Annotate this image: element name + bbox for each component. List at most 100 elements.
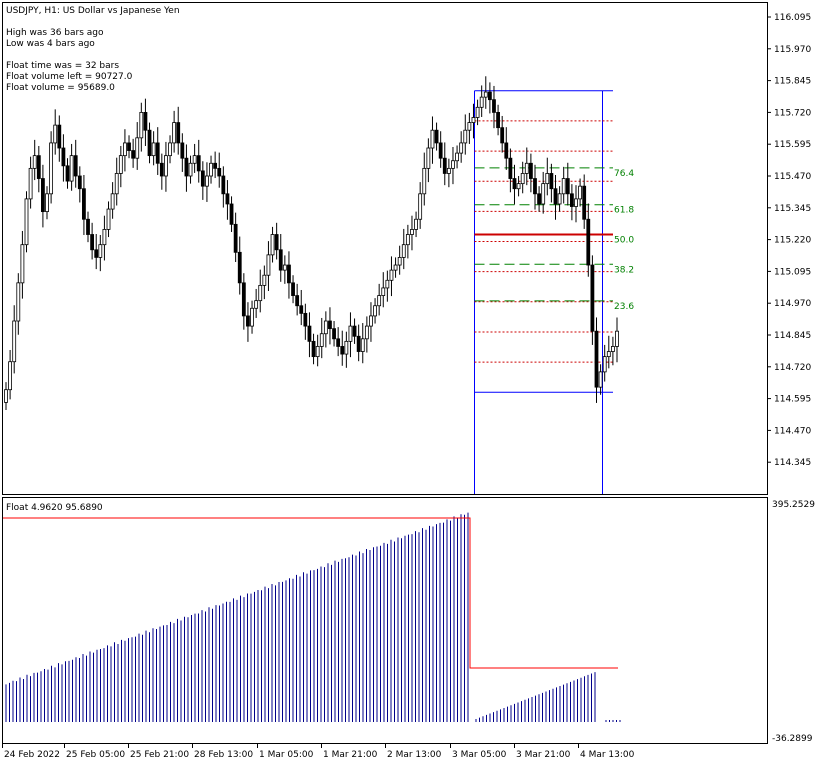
price-label: 114.595 <box>774 395 811 405</box>
candle-body <box>520 173 525 185</box>
price-label: 115.595 <box>774 140 811 150</box>
candle-body <box>274 234 279 251</box>
candle-body <box>45 193 49 213</box>
candle-body <box>147 129 152 157</box>
main-chart-frame <box>2 2 768 495</box>
candle-body <box>533 178 537 195</box>
price-label: 115.220 <box>774 236 811 246</box>
candle-body <box>475 106 480 118</box>
candle-body <box>323 320 328 335</box>
candle-body <box>356 335 361 352</box>
candle-body <box>20 244 25 284</box>
candle-body <box>602 356 607 373</box>
candle-body <box>221 175 226 195</box>
price-label: 115.720 <box>774 108 811 118</box>
candle-body <box>303 312 308 327</box>
candle-body <box>32 155 37 169</box>
candle-body <box>258 284 263 302</box>
candle-body <box>545 173 550 185</box>
candle-body <box>299 305 304 314</box>
candle-body <box>307 325 312 342</box>
candle-body <box>36 155 41 179</box>
price-label: 114.845 <box>774 331 811 341</box>
info-line: Float volume left = 90727.0 <box>6 72 133 82</box>
candle-body <box>246 315 250 327</box>
candle-body <box>373 305 377 317</box>
candle-body <box>463 129 468 144</box>
candle-body <box>278 249 283 271</box>
candle-body <box>53 124 58 144</box>
float-line <box>3 517 618 669</box>
candle-body <box>237 251 242 284</box>
fib-level-label: 38.2 <box>614 265 634 275</box>
time-axis: 24 Feb 2022 25 Feb 05:00 25 Feb 21:00 28 Fe… <box>2 743 635 760</box>
candle-body <box>94 249 99 258</box>
candle-body <box>496 112 500 129</box>
candle-body <box>135 137 140 159</box>
candle-body <box>90 234 95 251</box>
candle-body <box>184 157 189 177</box>
candle-body <box>192 155 197 164</box>
indicator-top-value: 395.2529 <box>772 500 815 510</box>
candle-body <box>541 183 546 205</box>
fib-level-label: 50.0 <box>614 236 634 246</box>
candle-body <box>561 178 566 195</box>
candle-body <box>196 155 201 172</box>
candle-body <box>319 333 324 347</box>
candle-body <box>492 99 496 113</box>
candle-body <box>438 142 443 159</box>
candle-body <box>344 340 349 355</box>
candle-body <box>213 162 218 169</box>
info-line: Float time was = 32 bars <box>6 61 119 71</box>
candle-body <box>241 282 246 317</box>
candle-body <box>504 142 509 159</box>
candle-body <box>348 325 353 342</box>
candle-body <box>151 142 156 157</box>
candle-body <box>127 142 131 151</box>
time-label: 25 Feb 21:00 <box>130 750 189 760</box>
candle-body <box>287 264 291 284</box>
candle-body <box>434 129 439 144</box>
candle-body <box>586 218 591 266</box>
candle-body <box>159 162 164 177</box>
candle-body <box>172 122 177 144</box>
candle-body <box>49 142 54 195</box>
candle-body <box>328 320 332 330</box>
candle-body <box>516 183 521 190</box>
candle-body <box>139 112 144 139</box>
price-label: 115.970 <box>774 45 811 55</box>
candle-body <box>385 279 390 289</box>
candle-body <box>487 91 492 101</box>
candle-body <box>574 198 578 207</box>
candle-body <box>352 325 357 337</box>
candle-body <box>508 157 513 179</box>
candle-body <box>254 300 259 309</box>
candle-body <box>262 274 267 286</box>
candle-body <box>557 193 562 205</box>
time-label: 1 Mar 05:00 <box>259 750 314 760</box>
candle-body <box>397 257 402 266</box>
candle-body <box>143 112 148 131</box>
candle-body <box>500 127 505 144</box>
candle-body <box>110 193 115 210</box>
candle-body <box>549 173 554 190</box>
candle-body <box>393 264 398 271</box>
candle-body <box>471 117 476 123</box>
candle-body <box>86 218 90 235</box>
price-label: 115.095 <box>774 267 811 277</box>
candle-body <box>77 175 82 190</box>
price-label: 114.345 <box>774 458 811 468</box>
candle-body <box>176 122 181 144</box>
candle-body <box>451 160 455 169</box>
price-label: 114.720 <box>774 363 811 373</box>
candle-body <box>102 229 107 246</box>
fib-level-label: 61.8 <box>614 206 634 216</box>
candle-body <box>582 185 587 220</box>
info-line: High was 36 bars ago <box>6 28 104 38</box>
candle-body <box>315 346 320 358</box>
candle-body <box>364 325 369 340</box>
candle-body <box>446 167 451 174</box>
candle-body <box>430 129 435 149</box>
candle-body <box>65 165 70 182</box>
